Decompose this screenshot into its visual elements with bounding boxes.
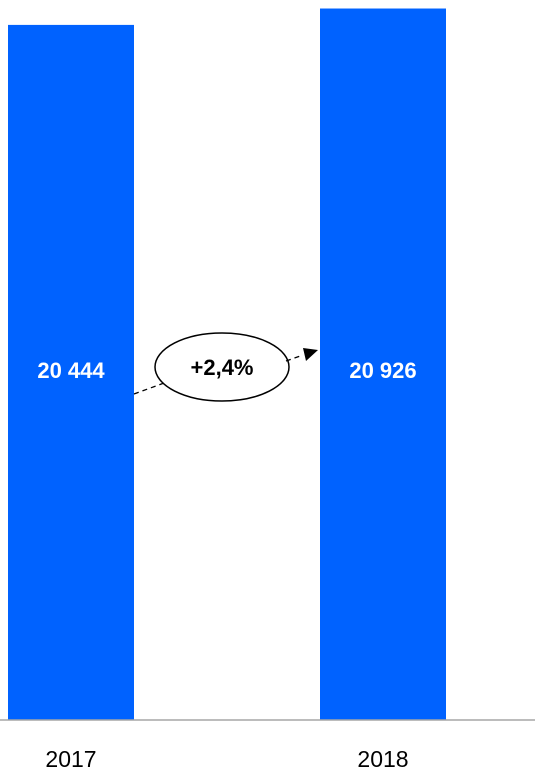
arrow-head-icon: [303, 348, 318, 361]
growth-arrow-tail: [133, 382, 165, 395]
bars-group: [8, 8, 446, 721]
bar-2018: [320, 8, 446, 721]
x-tick-label-2018: 2018: [357, 746, 408, 772]
growth-bubble: [154, 332, 290, 402]
bar-2017: [8, 24, 134, 721]
growth-percentage-label: +2,4%: [191, 355, 254, 380]
x-tick-labels-group: 2017 2018: [45, 746, 408, 772]
data-labels-group: 20 444 20 926: [37, 358, 416, 383]
data-label-2017: 20 444: [37, 358, 105, 383]
x-tick-label-2017: 2017: [45, 746, 96, 772]
growth-arrow-head-line: [285, 354, 304, 362]
data-label-2018: 20 926: [349, 358, 416, 383]
growth-annotation: +2,4%: [133, 332, 318, 402]
